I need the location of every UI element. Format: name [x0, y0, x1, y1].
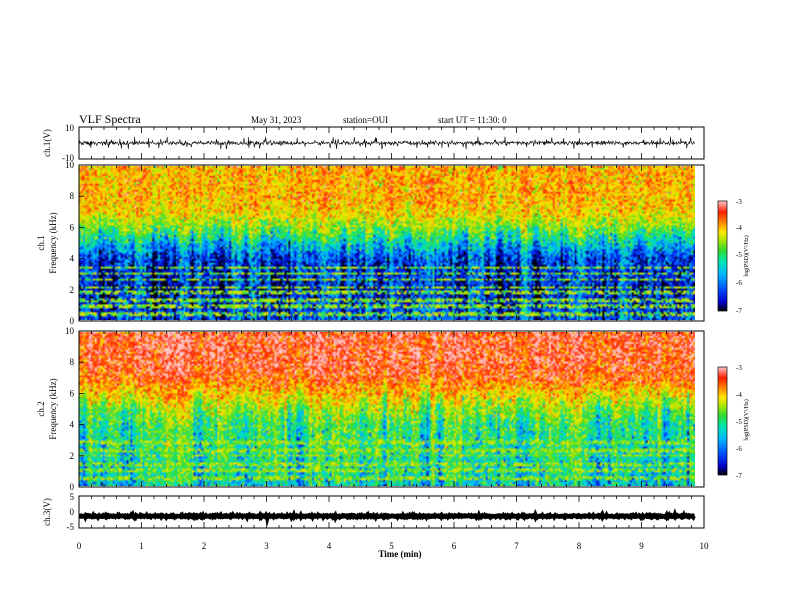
- ch1-freq-axis-label: Frequency (kHz): [48, 212, 58, 273]
- ch2-cbar-tick-m3: -3: [736, 364, 742, 372]
- ch1-waveform-trace: [78, 136, 695, 150]
- ch3-ytick-5: 5: [70, 492, 75, 502]
- ch2-cbar-tick-m7: -7: [736, 472, 742, 480]
- ch1-ylabel: ch.1(V): [42, 129, 52, 157]
- freq-tick-label: 2: [70, 285, 75, 295]
- freq-tick-label: 0: [70, 482, 75, 492]
- ch1-waveform-panel: 10 -10 ch.1(V): [42, 123, 705, 163]
- ch1-ytick-bottom: -10: [62, 153, 74, 163]
- freq-tick-label: 6: [70, 388, 75, 398]
- time-tick-label: 6: [452, 541, 457, 551]
- time-tick-label: 5: [389, 541, 394, 551]
- ch1-spectrogram-panel: 0 2 4 6 8 10 ch.1 Frequency (kHz): [36, 160, 705, 326]
- freq-tick-label: 2: [70, 451, 75, 461]
- freq-tick-label: 8: [70, 191, 75, 201]
- time-tick-label: 10: [700, 541, 710, 551]
- ch3-waveform-trace: [78, 508, 696, 526]
- time-tick-label: 4: [327, 541, 332, 551]
- ch2-spectrogram-panel: 0 2 4 6 8 10 ch.2 Frequency (kHz): [36, 326, 705, 492]
- date-label: May 31, 2023: [251, 115, 302, 125]
- ch1-spec-time-ticks: [78, 165, 705, 321]
- start-time-label: start UT = 11:30: 0: [438, 115, 507, 125]
- ch2-cbar-label: log(PSD)(V²/Hz): [743, 399, 750, 440]
- time-tick-label: 8: [577, 541, 582, 551]
- station-label: station=OUI: [343, 115, 388, 125]
- time-tick-label: 9: [639, 541, 644, 551]
- ch3-time-ticks: [78, 496, 705, 528]
- freq-tick-label: 8: [70, 357, 75, 367]
- ch1-spec-label: ch.1: [36, 235, 46, 250]
- ch3-ytick-0: 0: [70, 507, 75, 517]
- ch3-ytick-m5: -5: [67, 522, 75, 532]
- ch1-cbar-tick-m3: -3: [736, 198, 742, 206]
- ch3-ylabel: ch.3(V): [42, 498, 52, 526]
- ch1-cbar-label: log(PSD)(V²/Hz): [743, 235, 750, 276]
- ch1-ytick-top: 10: [65, 123, 75, 133]
- ch1-spectrogram-image: [79, 166, 695, 320]
- ch3-waveform-panel: 5 0 -5 ch.3(V): [42, 492, 705, 532]
- ch1-spectrogram-raster: [79, 166, 695, 320]
- ch1-cbar-tick-m5: -5: [736, 251, 742, 259]
- time-axis-tick-labels: 0 1 2 3 4 5 6 7 8 9 10: [77, 541, 709, 551]
- time-tick-label: 3: [264, 541, 269, 551]
- ch2-spectrogram-raster: [79, 332, 695, 486]
- ch2-spec-label: ch.2: [36, 401, 46, 416]
- figure-title: VLF Spectra: [79, 112, 141, 126]
- ch1-cbar-tick-m7: -7: [736, 307, 742, 315]
- freq-tick-label: 4: [70, 420, 75, 430]
- time-tick-label: 0: [77, 541, 82, 551]
- time-axis-label: Time (min): [378, 549, 421, 559]
- freq-tick-label: 4: [70, 254, 75, 264]
- freq-tick-label: 6: [70, 222, 75, 232]
- freq-tick-label: 10: [65, 160, 75, 170]
- ch2-spec-time-ticks: [78, 331, 705, 487]
- time-tick-label: 2: [202, 541, 207, 551]
- ch2-cbar-tick-m4: -4: [736, 391, 742, 399]
- ch2-freq-ticks: 0 2 4 6 8 10: [65, 326, 84, 492]
- ch1-freq-ticks: 0 2 4 6 8 10: [65, 160, 84, 326]
- ch1-colorbar: -3 -4 -5 -6 -7 log(PSD)(V²/Hz): [717, 198, 750, 315]
- ch2-cbar-tick-m6: -6: [736, 445, 742, 453]
- ch1-cbar-tick-m6: -6: [736, 279, 742, 287]
- freq-tick-label: 10: [65, 326, 75, 336]
- freq-tick-label: 0: [70, 316, 75, 326]
- ch2-spectrogram-image: [79, 332, 695, 486]
- ch2-colorbar: -3 -4 -5 -6 -7 log(PSD)(V²/Hz): [717, 364, 750, 480]
- time-tick-label: 1: [139, 541, 144, 551]
- time-tick-label: 7: [514, 541, 519, 551]
- ch2-cbar-tick-m5: -5: [736, 418, 742, 426]
- ch1-cbar-tick-m4: -4: [736, 224, 742, 232]
- ch1-time-ticks: [78, 127, 705, 159]
- ch2-freq-axis-label: Frequency (kHz): [48, 378, 58, 439]
